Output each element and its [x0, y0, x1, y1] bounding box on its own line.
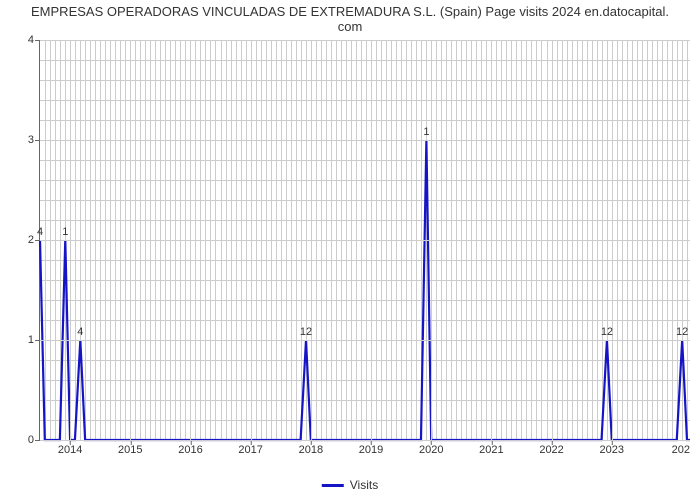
peak-label: 1 — [423, 126, 429, 138]
x-tick-label: 2019 — [359, 444, 383, 456]
legend-label: Visits — [350, 478, 378, 492]
grid-h-major — [40, 440, 690, 441]
y-tick-label: 1 — [28, 334, 34, 346]
legend: Visits — [322, 478, 378, 492]
peak-label: 1 — [62, 226, 68, 238]
grid-h-major — [40, 340, 690, 341]
x-tick-label: 2015 — [118, 444, 142, 456]
y-tick-label: 3 — [28, 134, 34, 146]
y-tick-label: 2 — [28, 234, 34, 246]
x-tick-label: 2021 — [479, 444, 503, 456]
x-tick-label: 2020 — [419, 444, 443, 456]
x-tick-label: 2018 — [299, 444, 323, 456]
x-tick-label-edge: 202 — [672, 444, 690, 456]
y-tick-label: 0 — [28, 434, 34, 446]
peak-label: 12 — [601, 326, 613, 338]
x-tick-label: 2022 — [539, 444, 563, 456]
peak-label: 4 — [77, 326, 83, 338]
legend-swatch — [322, 484, 344, 487]
grid-h-major — [40, 40, 690, 41]
peak-label: 12 — [300, 326, 312, 338]
x-tick-label: 2014 — [58, 444, 82, 456]
visits-polyline — [40, 140, 690, 440]
y-tick-label: 4 — [28, 34, 34, 46]
peak-label: 4 — [37, 226, 43, 238]
x-tick-label: 2023 — [600, 444, 624, 456]
plot-area: 2014201520162017201820192020202120222023… — [40, 40, 690, 440]
chart-title: EMPRESAS OPERADORAS VINCULADAS DE EXTREM… — [0, 4, 700, 34]
x-tick-label: 2017 — [238, 444, 262, 456]
x-tick-label: 2016 — [178, 444, 202, 456]
grid-h-major — [40, 140, 690, 141]
grid-h-major — [40, 240, 690, 241]
peak-label: 12 — [676, 326, 688, 338]
